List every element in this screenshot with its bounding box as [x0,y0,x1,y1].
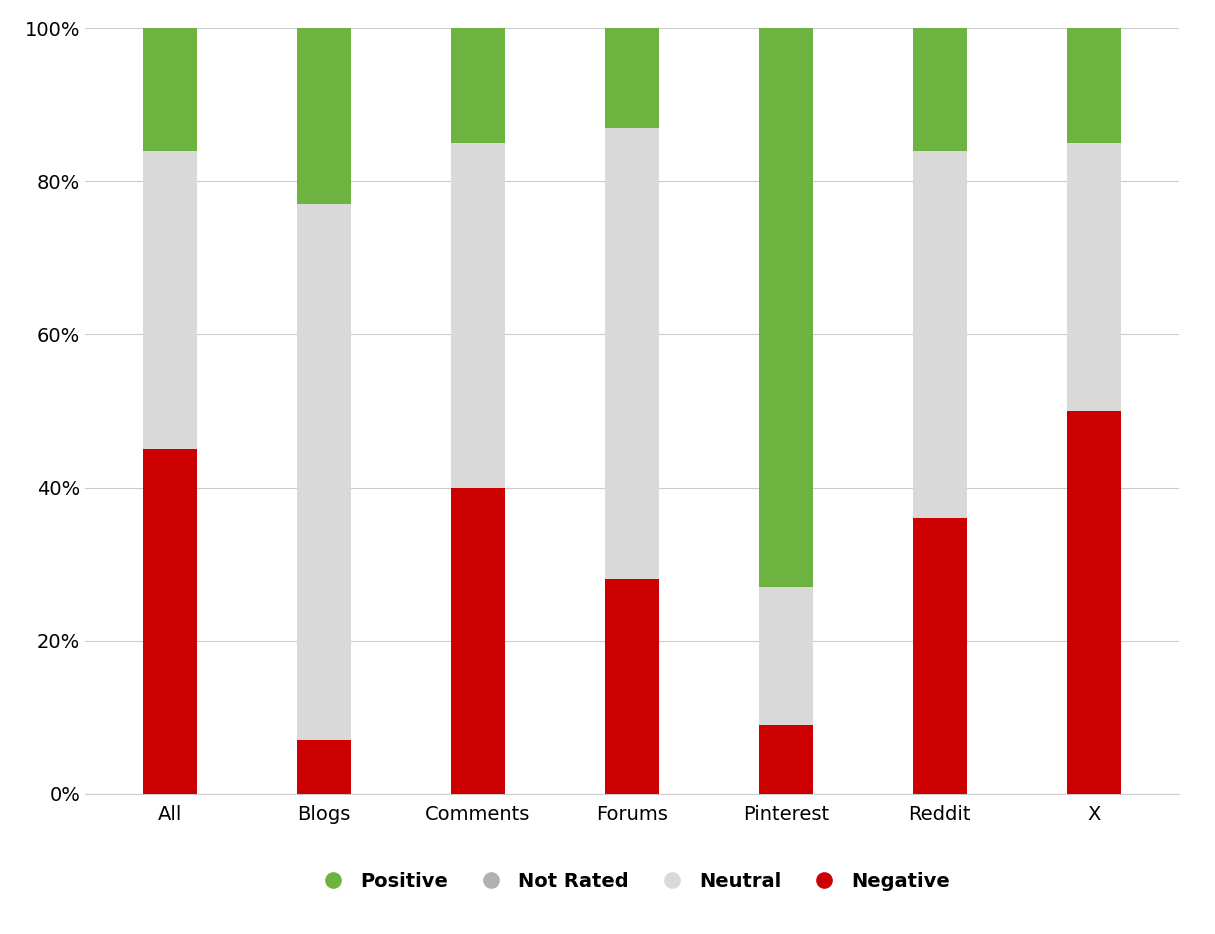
Bar [912,518,967,794]
Bar [605,28,659,128]
Bar [143,150,197,449]
Bar [143,28,197,150]
Bar [759,587,813,725]
Bar [1067,143,1120,411]
Legend: Positive, Not Rated, Neutral, Negative: Positive, Not Rated, Neutral, Negative [306,865,957,899]
Bar [296,28,351,205]
Bar [759,28,813,587]
Bar [912,28,967,150]
Bar [296,741,351,794]
Bar [451,143,504,488]
Bar [451,488,504,794]
Bar [296,205,351,741]
Bar [759,725,813,794]
Bar [451,28,504,143]
Bar [1067,28,1120,143]
Bar [605,579,659,794]
Bar [605,128,659,579]
Bar [1067,411,1120,794]
Bar [912,150,967,518]
Bar [143,449,197,794]
